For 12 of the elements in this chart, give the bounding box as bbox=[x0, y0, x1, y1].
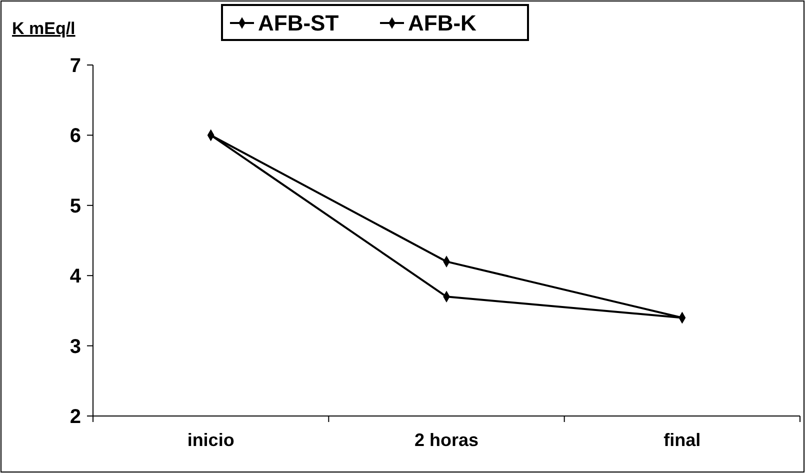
x-tick-label: 2 horas bbox=[414, 430, 479, 450]
y-tick-label: 5 bbox=[70, 195, 81, 218]
y-axis-title: K mEq/l bbox=[12, 19, 76, 38]
y-tick-label: 3 bbox=[70, 336, 81, 358]
y-tick-label: 7 bbox=[70, 55, 81, 77]
y-tick-label: 4 bbox=[70, 266, 82, 288]
legend-label: AFB-ST bbox=[258, 10, 340, 36]
y-tick-label: 2 bbox=[70, 406, 81, 428]
x-tick-label: inicio bbox=[187, 430, 234, 450]
x-tick-label: final bbox=[664, 430, 701, 450]
legend-label: AFB-K bbox=[408, 10, 477, 36]
y-tick-label: 6 bbox=[70, 125, 81, 148]
